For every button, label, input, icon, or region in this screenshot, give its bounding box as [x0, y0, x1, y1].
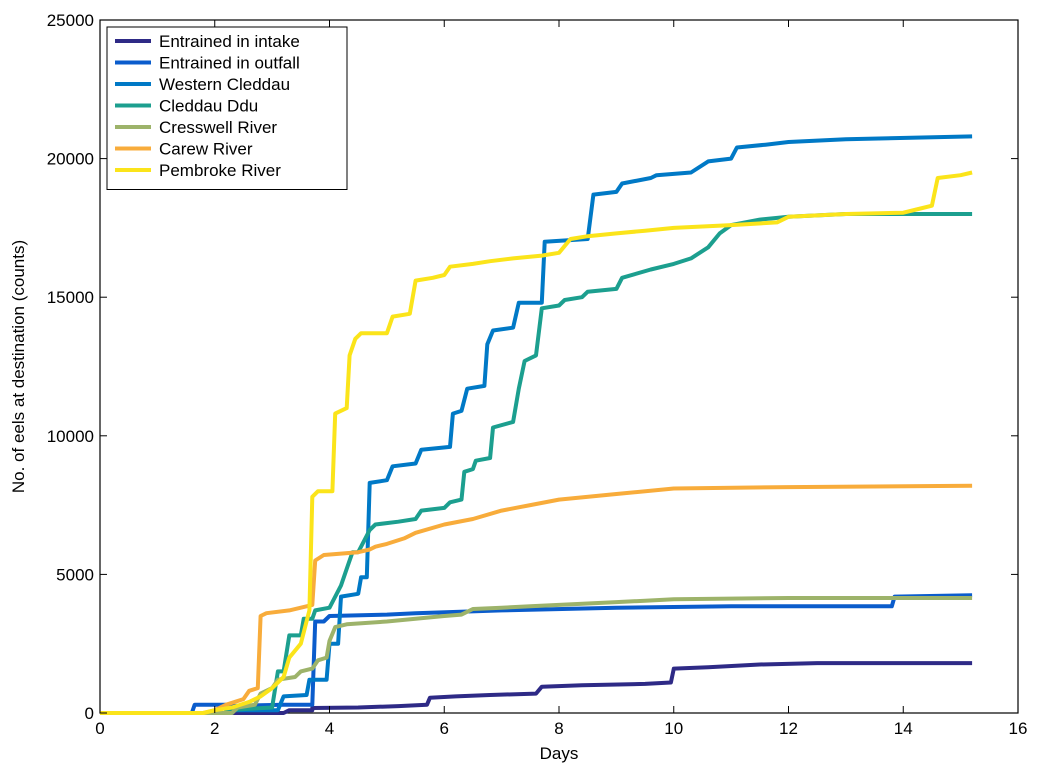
- x-tick-label: 2: [210, 719, 219, 738]
- x-tick-label: 4: [325, 719, 334, 738]
- x-tick-label: 14: [894, 719, 913, 738]
- y-axis-title: No. of eels at destination (counts): [9, 240, 28, 493]
- legend-label: Western Cleddau: [159, 75, 290, 94]
- legend: Entrained in intake Entrained in outfall W…: [106, 26, 348, 190]
- legend-label: Entrained in intake: [159, 32, 300, 51]
- series-line-6: [100, 483, 973, 715]
- x-tick-label: 16: [1009, 719, 1028, 738]
- series-line-2: [100, 593, 973, 715]
- legend-label: Pembroke River: [159, 161, 281, 180]
- legend-label: Cresswell River: [159, 118, 277, 137]
- series-line-7: [100, 170, 973, 715]
- x-tick-label: 10: [664, 719, 683, 738]
- legend-label: Entrained in outfall: [159, 54, 300, 73]
- y-tick-label: 25000: [47, 11, 94, 30]
- x-tick-label: 12: [779, 719, 798, 738]
- series-line-4: [100, 212, 973, 715]
- legend-label: Carew River: [159, 140, 253, 159]
- axes-layer: 0 2 4 6 8 10 12 14 16 0 5000 10000 15000 20000 25000: [47, 11, 1028, 738]
- y-tick-label: 15000: [47, 288, 94, 307]
- x-tick-label: 6: [440, 719, 449, 738]
- y-tick-label: 20000: [47, 150, 94, 169]
- series-line-3: [100, 134, 973, 715]
- x-tick-label: 8: [554, 719, 563, 738]
- x-tick-label: 0: [95, 719, 104, 738]
- x-axis-title: Days: [540, 744, 579, 763]
- y-tick-label: 0: [85, 704, 94, 723]
- legend-box: [106, 26, 348, 190]
- series-line-1: [100, 661, 973, 715]
- y-tick-label: 5000: [56, 565, 94, 584]
- legend-label: Cleddau Ddu: [159, 97, 258, 116]
- y-tick-label: 10000: [47, 427, 94, 446]
- series-layer: [100, 134, 973, 715]
